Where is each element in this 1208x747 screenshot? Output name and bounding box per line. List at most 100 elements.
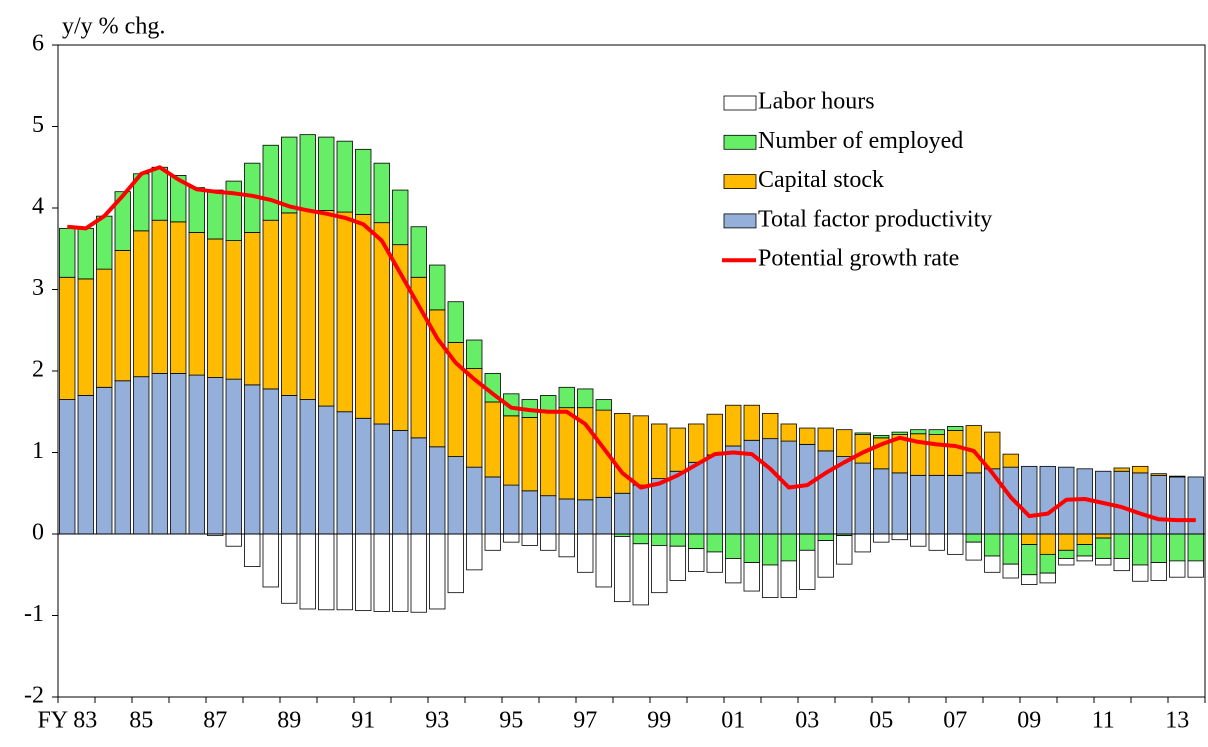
bar <box>355 417 372 535</box>
bar <box>614 412 631 494</box>
x-tick-label: 07 <box>943 708 967 734</box>
bar <box>77 227 94 280</box>
bar <box>577 533 594 573</box>
bar <box>151 166 168 221</box>
bar <box>928 533 945 551</box>
bar <box>836 429 853 457</box>
legend-swatch <box>723 134 757 150</box>
bar <box>299 399 316 535</box>
bar <box>281 136 298 214</box>
bar <box>355 148 372 215</box>
bar <box>1150 533 1167 563</box>
bar <box>1187 560 1204 578</box>
bar <box>725 404 742 447</box>
bar <box>910 429 927 435</box>
bar <box>207 189 224 240</box>
bar <box>262 219 279 390</box>
bar <box>262 144 279 221</box>
bar <box>410 437 427 535</box>
bar <box>854 533 871 553</box>
bar <box>503 393 520 417</box>
x-tick-label: 09 <box>1017 708 1041 734</box>
bar <box>355 214 372 419</box>
x-tick-label: 95 <box>499 708 523 734</box>
x-tick-label: 03 <box>795 708 819 734</box>
bar <box>77 278 94 396</box>
bar <box>614 536 631 603</box>
bar <box>725 558 742 584</box>
bar <box>780 560 797 598</box>
bar <box>299 134 316 211</box>
bar <box>1021 574 1038 585</box>
bar <box>873 434 890 439</box>
bar <box>947 430 964 476</box>
bar <box>1132 564 1149 582</box>
bar <box>1113 467 1130 472</box>
bar <box>484 401 501 478</box>
bar <box>1169 475 1186 478</box>
bar <box>965 541 982 561</box>
bar <box>336 533 353 611</box>
bar <box>632 415 649 486</box>
bar <box>1095 533 1112 539</box>
bar <box>207 238 224 378</box>
bar <box>651 533 668 546</box>
bar <box>743 404 760 441</box>
bar <box>1169 560 1186 578</box>
bar <box>577 499 594 535</box>
bar <box>503 533 520 543</box>
bar <box>244 533 261 567</box>
bar <box>725 533 742 559</box>
bar <box>1169 533 1186 562</box>
bar <box>984 431 1001 470</box>
bar <box>1095 537 1112 559</box>
bar <box>817 427 834 452</box>
bar <box>558 386 575 409</box>
bar <box>355 533 372 612</box>
bar <box>706 551 723 573</box>
bar <box>521 417 538 492</box>
bar <box>299 533 316 610</box>
legend-label: Labor hours <box>758 89 875 115</box>
bar <box>558 533 575 558</box>
bar <box>96 268 113 388</box>
bar <box>244 384 261 535</box>
bar <box>725 445 742 535</box>
x-tick-label: 97 <box>573 708 597 734</box>
bar <box>1150 474 1167 535</box>
bar <box>373 423 390 535</box>
bar <box>96 215 113 270</box>
bar <box>188 232 205 376</box>
bar <box>1076 533 1093 545</box>
x-tick-label: 91 <box>351 708 375 734</box>
bar <box>947 533 964 555</box>
bar <box>799 427 816 445</box>
bar <box>151 219 168 374</box>
bar <box>336 140 353 213</box>
bar <box>910 474 927 535</box>
bar <box>688 548 705 572</box>
bar <box>299 210 316 400</box>
legend-label: Number of employed <box>758 128 963 154</box>
bar <box>429 264 446 311</box>
bar <box>1132 465 1149 474</box>
legend-swatch <box>723 95 757 111</box>
bar <box>799 443 816 535</box>
y-axis-label: y/y % chg. <box>62 14 165 40</box>
bar <box>262 533 279 588</box>
bar <box>410 276 427 439</box>
bar <box>170 174 187 223</box>
bar <box>59 276 76 400</box>
bar <box>429 446 446 535</box>
bar <box>410 226 427 278</box>
bar <box>1021 544 1038 576</box>
bar <box>466 339 483 369</box>
bar <box>1021 465 1038 535</box>
bar <box>484 476 501 535</box>
y-tick-label: 0 <box>32 520 44 546</box>
bar <box>743 562 760 592</box>
bar <box>1002 453 1019 468</box>
bar <box>1039 465 1056 535</box>
bar <box>318 210 335 407</box>
bar <box>447 456 464 535</box>
